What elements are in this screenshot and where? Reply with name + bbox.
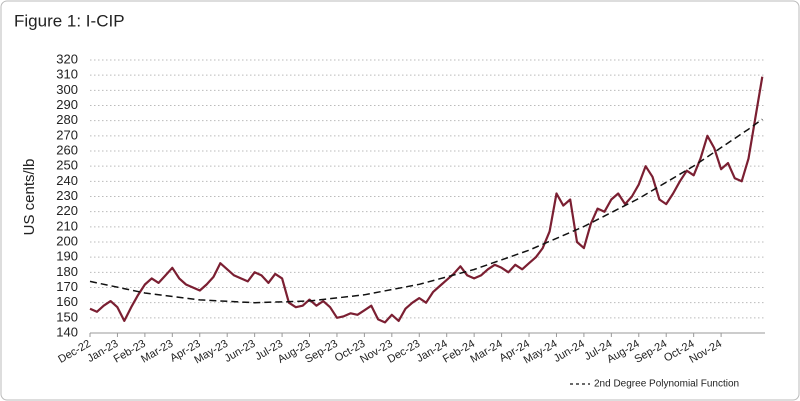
y-tick-label: 160: [56, 294, 78, 309]
y-tick-label: 170: [56, 279, 78, 294]
y-tick-label: 240: [56, 173, 78, 188]
y-tick-label: 180: [56, 264, 78, 279]
y-tick-label: 290: [56, 97, 78, 112]
y-tick-label: 220: [56, 203, 78, 218]
y-tick-label: 270: [56, 127, 78, 142]
y-tick-label: 210: [56, 218, 78, 233]
y-tick-label: 260: [56, 142, 78, 157]
chart-title: Figure 1: I-CIP: [14, 11, 125, 30]
y-tick-label: 310: [56, 67, 78, 82]
y-tick-label: 140: [56, 324, 78, 339]
legend-label: 2nd Degree Polynomial Function: [594, 379, 739, 390]
y-tick-label: 150: [56, 309, 78, 324]
y-tick-label: 280: [56, 112, 78, 127]
y-tick-label: 190: [56, 249, 78, 264]
y-tick-label: 320: [56, 51, 78, 66]
y-tick-label: 250: [56, 158, 78, 173]
trend-line: [89, 118, 763, 304]
y-tick-label: 230: [56, 188, 78, 203]
y-axis-label: US cents/lb: [21, 159, 38, 236]
y-tick-label: 200: [56, 233, 78, 248]
data-line: [89, 76, 764, 324]
y-tick-label: 300: [56, 82, 78, 97]
